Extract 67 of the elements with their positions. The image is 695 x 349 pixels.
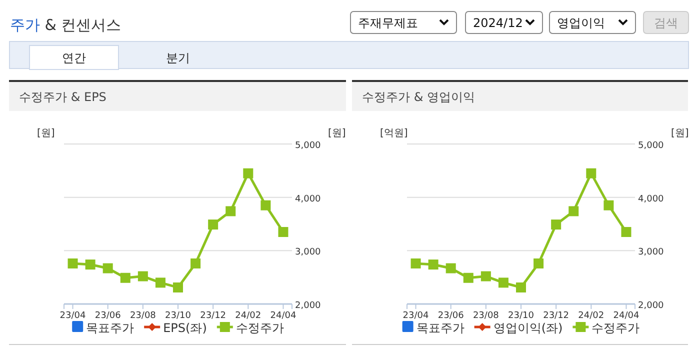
y-axis-title: [원]	[37, 128, 55, 139]
x-tick-label: 24/04	[270, 311, 296, 321]
x-tick-label: 23/12	[543, 311, 570, 321]
point	[568, 206, 579, 216]
x-tick-label: 23/04	[60, 311, 86, 321]
y2-tick-label: 3,000	[295, 248, 322, 258]
point	[278, 227, 288, 237]
text: 연간	[62, 51, 86, 65]
select: 주재무제표	[350, 11, 457, 34]
x-tick-label: 24/02	[578, 311, 604, 321]
x-tick-label: 23/12	[200, 311, 226, 321]
x-tick-label: 23/08	[130, 311, 156, 321]
x-tick-label: 23/08	[472, 311, 500, 321]
chart-title: 수정주가 & EPS	[19, 90, 106, 104]
point	[226, 206, 236, 216]
point	[446, 263, 456, 274]
y2-tick-label: 3,000	[638, 248, 664, 258]
point	[604, 200, 614, 210]
x-tick-label: 23/06	[94, 311, 122, 321]
text: 주가 & 컨센서스	[10, 16, 122, 34]
chart-title: 수정주가 & 영업이익	[362, 90, 475, 104]
y2-tick-label: 5,000	[295, 141, 322, 151]
y2-tick-label: 4,000	[295, 194, 322, 204]
legend-label: 수정주가	[236, 321, 284, 335]
point	[155, 278, 166, 288]
y2-axis-title: [원]	[671, 128, 689, 139]
point	[428, 260, 438, 270]
point	[498, 278, 508, 288]
point	[243, 168, 254, 178]
point	[516, 282, 526, 292]
x-tick-label: 23/10	[508, 311, 534, 321]
legend-label: 영업이익(좌)	[493, 321, 563, 335]
point	[173, 282, 183, 292]
text: 분기	[166, 51, 190, 65]
x-tick-label: 23/06	[438, 311, 464, 321]
point	[463, 272, 474, 283]
x-tick-label: 24/02	[235, 311, 262, 321]
point	[260, 200, 271, 210]
legend-label: 수정주가	[592, 321, 640, 335]
legend-label: 목표주가	[86, 321, 134, 335]
point	[85, 260, 96, 270]
point	[138, 271, 148, 282]
point	[534, 258, 544, 268]
x-tick-label: 23/04	[402, 311, 430, 321]
point	[410, 258, 421, 268]
y2-tick-label: 4,000	[638, 194, 664, 204]
select: 2024/12	[465, 11, 543, 34]
x-tick-label: 24/04	[613, 311, 640, 321]
point	[208, 220, 218, 230]
y2-tick-label: 2,000	[638, 301, 664, 311]
x-tick-label: 23/10	[165, 311, 192, 321]
point	[102, 263, 113, 274]
y2-tick-label: 2,000	[295, 301, 322, 311]
point	[586, 168, 596, 178]
y2-axis-title: [원]	[328, 128, 346, 139]
point	[68, 258, 78, 268]
y2-tick-label: 5,000	[638, 141, 664, 151]
point	[480, 271, 491, 282]
point	[120, 272, 130, 283]
point	[621, 227, 632, 237]
legend-label: EPS(좌)	[163, 321, 207, 335]
point	[190, 258, 201, 268]
select: 영업이익	[549, 11, 636, 34]
legend-label: 목표주가	[416, 321, 464, 335]
button: 검색	[643, 11, 689, 34]
point	[551, 220, 562, 230]
y-axis-title: [억원]	[380, 128, 408, 139]
